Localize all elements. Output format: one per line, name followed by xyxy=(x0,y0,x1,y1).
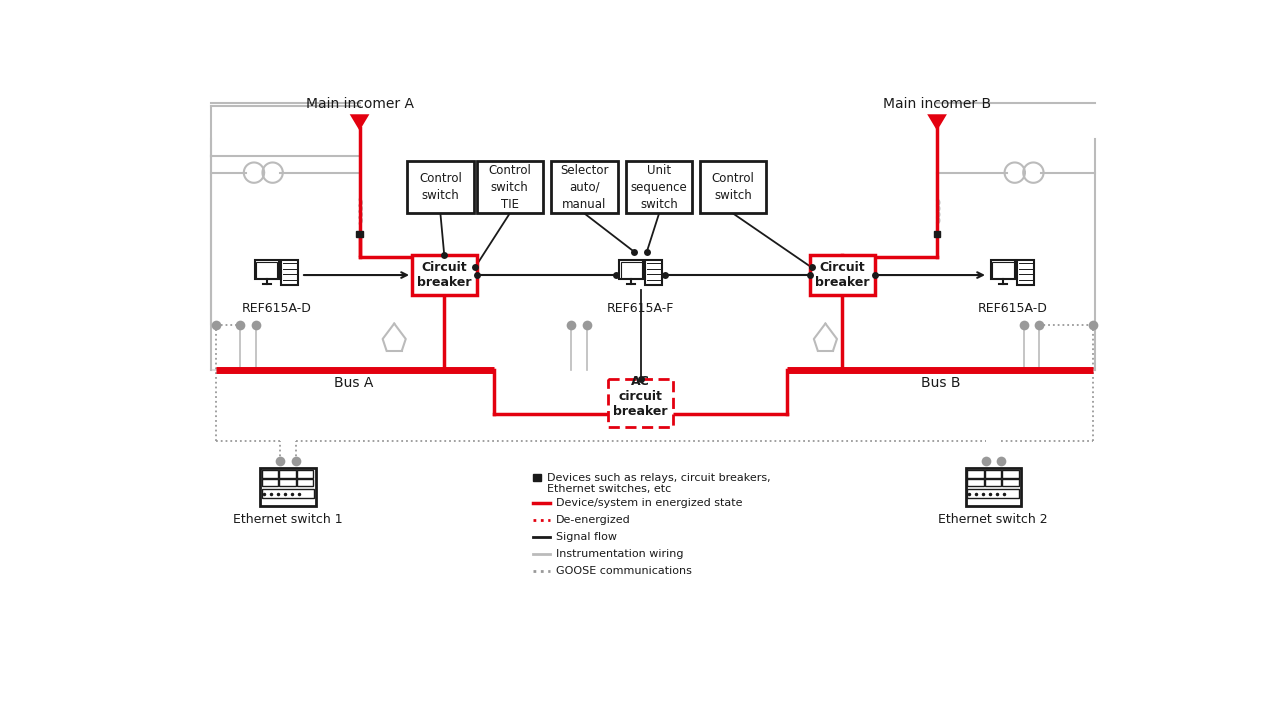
Text: Unit
sequence
switch: Unit sequence switch xyxy=(631,163,687,211)
Bar xyxy=(810,255,874,295)
Bar xyxy=(992,262,1014,278)
Bar xyxy=(260,467,316,506)
Text: Selector
auto/
manual: Selector auto/ manual xyxy=(561,163,609,211)
Bar xyxy=(412,255,476,295)
Bar xyxy=(626,161,692,213)
Bar xyxy=(934,231,940,238)
Text: AC
circuit
breaker: AC circuit breaker xyxy=(613,375,668,418)
Bar xyxy=(1018,261,1034,285)
Text: Device/system in energized state: Device/system in energized state xyxy=(556,498,742,508)
Bar xyxy=(620,261,643,279)
Bar xyxy=(991,261,1015,279)
Bar xyxy=(968,479,984,487)
Bar xyxy=(407,161,474,213)
Bar xyxy=(297,479,314,487)
Text: Control
switch: Control switch xyxy=(712,172,754,202)
Bar xyxy=(262,489,314,498)
Bar xyxy=(356,231,362,238)
Polygon shape xyxy=(352,116,367,128)
Bar xyxy=(476,161,543,213)
Bar xyxy=(297,470,314,478)
Text: GOOSE communications: GOOSE communications xyxy=(556,566,691,576)
Bar xyxy=(621,262,641,278)
Bar xyxy=(279,470,296,478)
Text: Main incomer A: Main incomer A xyxy=(306,97,413,111)
Text: De-energized: De-energized xyxy=(556,515,631,525)
Bar xyxy=(965,467,1021,506)
Text: REF615A-D: REF615A-D xyxy=(242,302,311,315)
Text: Ethernet switch 2: Ethernet switch 2 xyxy=(938,513,1048,526)
Bar xyxy=(645,261,662,285)
Bar xyxy=(968,470,984,478)
Bar xyxy=(1002,470,1019,478)
Text: Control
switch: Control switch xyxy=(419,172,462,202)
Text: REF615A-F: REF615A-F xyxy=(607,302,675,315)
Bar xyxy=(256,262,278,278)
Bar xyxy=(255,261,279,279)
Text: Signal flow: Signal flow xyxy=(556,532,617,542)
Text: Circuit
breaker: Circuit breaker xyxy=(815,261,869,289)
Bar xyxy=(984,479,1001,487)
Text: Ethernet switches, etc: Ethernet switches, etc xyxy=(547,485,671,495)
Text: Main incomer B: Main incomer B xyxy=(883,97,991,111)
Bar xyxy=(608,379,673,427)
Text: Devices such as relays, circuit breakers,: Devices such as relays, circuit breakers… xyxy=(547,472,771,482)
Bar xyxy=(532,474,540,482)
Bar xyxy=(282,261,298,285)
Bar xyxy=(968,489,1019,498)
Text: Bus B: Bus B xyxy=(922,376,961,390)
Text: Bus A: Bus A xyxy=(334,376,374,390)
Bar xyxy=(984,470,1001,478)
Bar xyxy=(262,470,279,478)
Bar xyxy=(700,161,767,213)
Text: Control
switch
TIE: Control switch TIE xyxy=(488,163,531,211)
Text: Ethernet switch 1: Ethernet switch 1 xyxy=(233,513,343,526)
Bar xyxy=(279,479,296,487)
Text: Circuit
breaker: Circuit breaker xyxy=(417,261,471,289)
Text: REF615A-D: REF615A-D xyxy=(978,302,1047,315)
Bar xyxy=(552,161,617,213)
Text: Instrumentation wiring: Instrumentation wiring xyxy=(556,549,684,559)
Bar xyxy=(262,479,279,487)
Polygon shape xyxy=(929,116,945,128)
Bar xyxy=(1002,479,1019,487)
